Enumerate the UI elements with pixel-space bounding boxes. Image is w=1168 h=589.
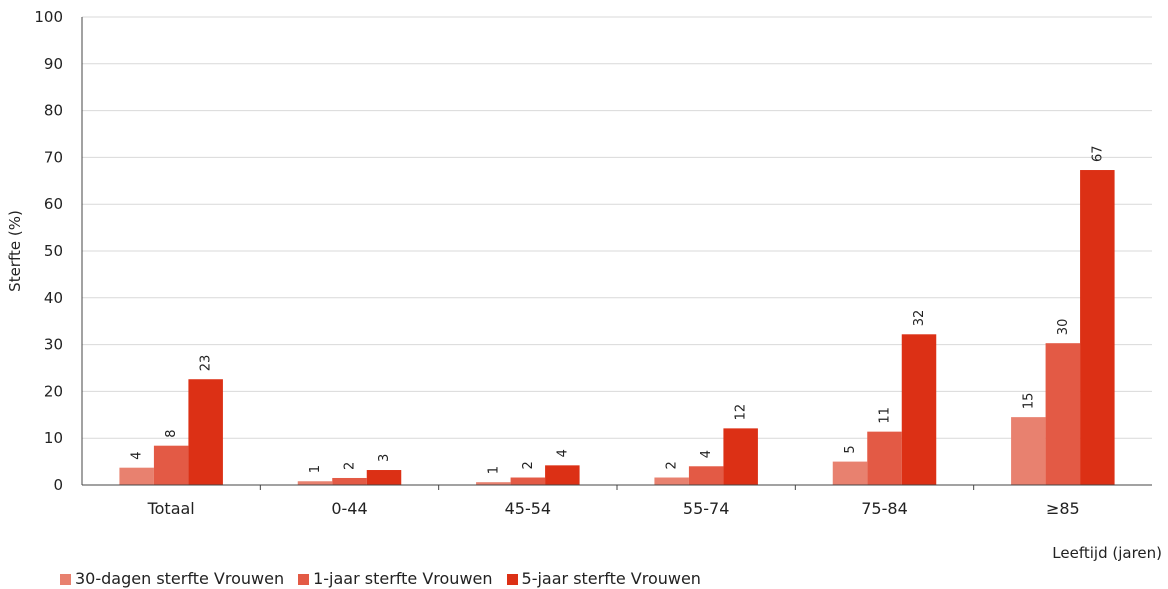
y-tick-label: 70 — [44, 148, 63, 166]
x-axis-title: Leeftijd (jaren) — [1052, 544, 1162, 562]
legend-swatch — [60, 573, 71, 585]
x-tick-label: 55-74 — [683, 499, 730, 518]
bar — [119, 467, 154, 485]
bar — [510, 477, 546, 485]
legend: 30-dagen sterfte Vrouwen 1-jaar sterfte V… — [60, 569, 701, 589]
y-tick-label: 50 — [44, 242, 63, 260]
data-label: 23 — [199, 355, 214, 372]
data-label: 12 — [734, 404, 749, 421]
data-label: 4 — [130, 451, 145, 459]
legend-item: 1-jaar sterfte Vrouwen — [298, 569, 493, 589]
legend-item: 5-jaar sterfte Vrouwen — [506, 569, 701, 589]
bar — [297, 481, 333, 485]
legend-label: 30-dagen sterfte Vrouwen — [75, 569, 285, 588]
legend-swatch — [506, 573, 518, 585]
data-label: 2 — [665, 461, 680, 469]
axes — [81, 17, 1152, 490]
data-label: 1 — [486, 466, 501, 474]
x-tick-label: 75-84 — [861, 499, 908, 518]
legend-label: 5-jaar sterfte Vrouwen — [521, 569, 701, 588]
data-label: 30 — [1056, 319, 1071, 336]
data-label: 2 — [521, 461, 536, 469]
y-tick-label: 60 — [44, 195, 63, 213]
legend-swatch — [298, 573, 310, 585]
data-label: 1 — [308, 465, 323, 473]
bar — [1011, 417, 1046, 485]
bar — [153, 445, 189, 485]
legend-item: 30-dagen sterfte Vrouwen — [60, 569, 284, 589]
y-tick-label: 0 — [53, 476, 63, 494]
bar — [332, 477, 367, 485]
data-label: 5 — [843, 445, 858, 453]
y-tick-label: 100 — [34, 8, 63, 26]
legend-label: 1-jaar sterfte Vrouwen — [313, 569, 493, 588]
bar — [867, 431, 902, 485]
bar — [188, 379, 223, 485]
bar — [1045, 343, 1081, 485]
bar — [901, 334, 937, 485]
x-tick-label: 45-54 — [505, 499, 552, 518]
bar — [366, 470, 402, 485]
bar — [688, 466, 724, 485]
data-label: 15 — [1021, 393, 1036, 410]
gridlines — [82, 16, 1152, 439]
y-tick-label: 90 — [44, 55, 63, 73]
data-label: 11 — [878, 407, 893, 424]
data-label: 2 — [343, 462, 358, 470]
y-tick-label: 20 — [44, 382, 63, 400]
bar — [545, 465, 580, 485]
data-label: 4 — [555, 449, 570, 457]
bar — [476, 482, 511, 485]
bar — [832, 461, 868, 485]
y-tick-label: 40 — [44, 289, 63, 307]
y-tick-label: 30 — [44, 336, 63, 354]
bar — [654, 477, 689, 485]
data-label: 8 — [164, 429, 179, 437]
data-label: 3 — [377, 454, 392, 462]
data-label: 67 — [1090, 145, 1105, 162]
y-tick-label: 80 — [44, 102, 63, 120]
bars — [119, 170, 1115, 485]
bar — [1080, 170, 1115, 485]
data-label: 32 — [912, 310, 927, 327]
bar — [723, 428, 758, 485]
x-tick-label: 0-44 — [331, 499, 367, 518]
y-tick-label: 10 — [44, 429, 63, 447]
x-tick-label: ≥85 — [1046, 499, 1080, 518]
y-axis-title: Sterfte (%) — [6, 210, 24, 292]
x-tick-label: Totaal — [147, 499, 195, 518]
data-label: 4 — [699, 450, 714, 458]
